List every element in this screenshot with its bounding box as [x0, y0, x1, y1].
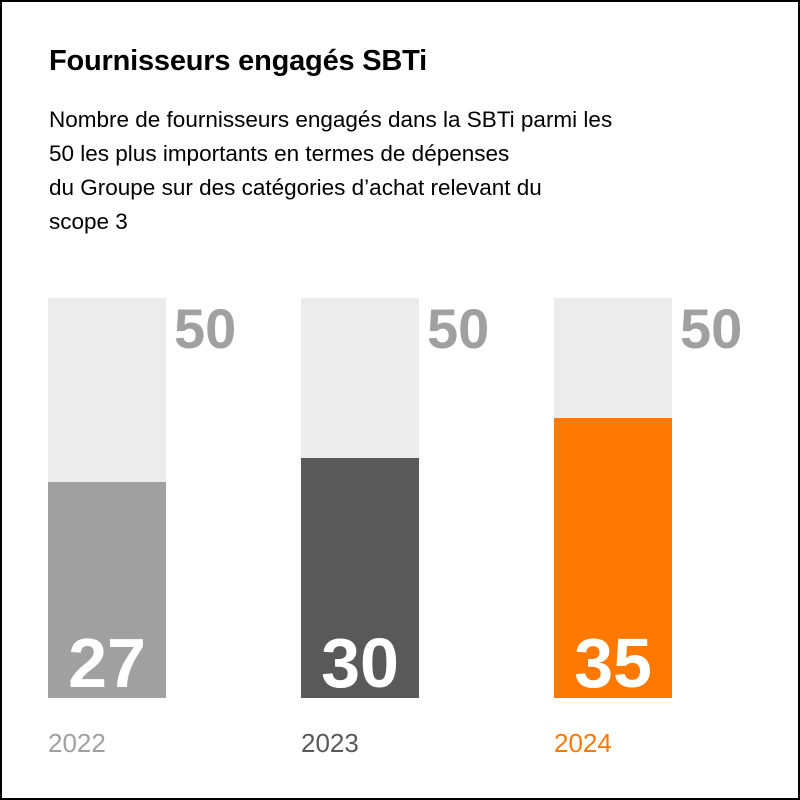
- value-label-2022: 27: [68, 624, 146, 702]
- subtitle-line-2: 50 les plus importants en termes de dépe…: [49, 141, 510, 166]
- total-label-2022: 50: [174, 297, 236, 360]
- bar-2022: [48, 482, 166, 698]
- year-label-2024: 2024: [554, 728, 612, 758]
- value-label-2023: 30: [321, 624, 399, 702]
- year-label-2023: 2023: [301, 728, 359, 758]
- value-label-2024: 35: [574, 624, 652, 702]
- bar-2024: [554, 418, 672, 698]
- chart-subtitle: Nombre de fournisseurs engagés dans la S…: [49, 103, 612, 239]
- year-label-2022: 2022: [48, 728, 106, 758]
- total-label-2023: 50: [427, 297, 489, 360]
- subtitle-line-4: scope 3: [49, 209, 128, 234]
- total-label-2024: 50: [680, 297, 742, 360]
- chart-title: Fournisseurs engagés SBTi: [49, 45, 428, 77]
- subtitle-line-1: Nombre de fournisseurs engagés dans la S…: [49, 107, 613, 132]
- bar-2023: [301, 458, 419, 698]
- subtitle-line-3: du Groupe sur des catégories d’achat rel…: [49, 175, 542, 200]
